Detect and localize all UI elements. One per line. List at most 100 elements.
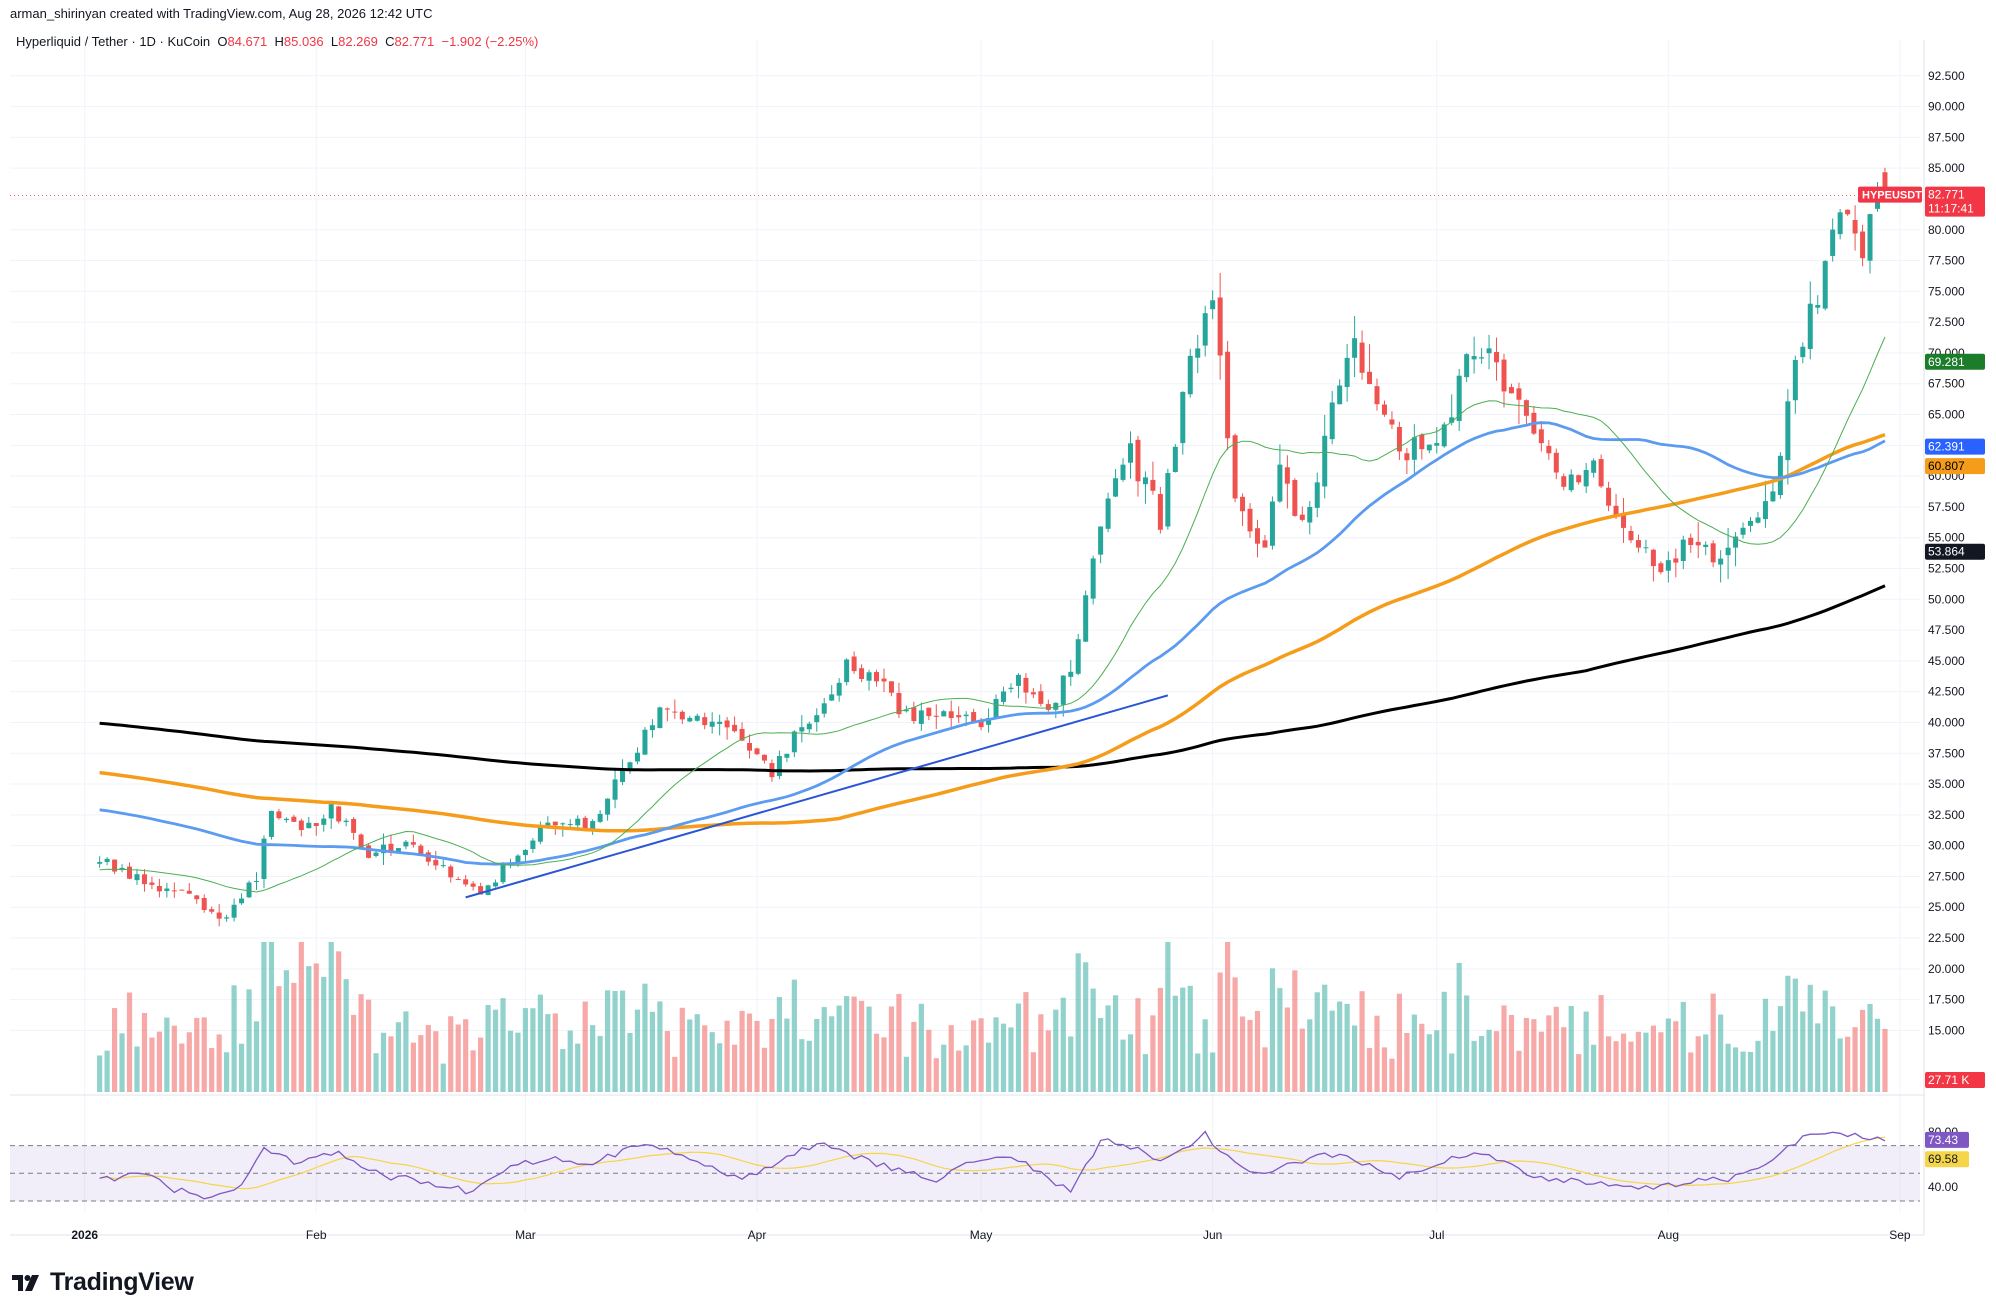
candle-body	[1583, 469, 1589, 487]
volume-bar	[313, 963, 319, 1092]
candle-body	[1710, 543, 1716, 563]
volume-bar	[963, 1045, 969, 1092]
volume-bar	[1830, 1006, 1836, 1092]
volume-bar	[134, 1046, 140, 1092]
volume-bar	[1591, 1044, 1597, 1092]
volume-bar	[1755, 1040, 1761, 1092]
volume-bar	[1426, 1034, 1432, 1092]
candle-body	[1546, 445, 1552, 454]
volume-bar	[1322, 984, 1328, 1092]
volume-bar	[1210, 1052, 1216, 1092]
candle-body	[545, 822, 551, 827]
candle-body	[216, 912, 222, 919]
candle-body	[859, 668, 865, 679]
candle-body	[634, 752, 640, 762]
symbol-tag: HYPEUSDT	[1862, 190, 1922, 202]
candle-body	[1359, 342, 1365, 373]
candle-body	[761, 754, 767, 761]
price-tick-label: 27.500	[1928, 869, 1965, 883]
candle-body	[366, 845, 372, 858]
volume-tag-bg	[1925, 1072, 1985, 1088]
volume-bar	[1239, 1016, 1246, 1092]
candle-body	[1673, 558, 1679, 563]
volume-bar	[1650, 1025, 1656, 1092]
candle-body	[1762, 501, 1768, 520]
candle-body	[470, 883, 476, 887]
candle-body	[1157, 494, 1163, 530]
candle-body	[560, 823, 566, 825]
candle-body	[1015, 674, 1021, 686]
candle-body	[1486, 348, 1492, 354]
symbol-name[interactable]: Hyperliquid / Tether · 1D · KuCoin	[16, 34, 211, 49]
volume-bar	[836, 1005, 842, 1092]
volume-bar	[186, 1032, 192, 1092]
volume-bar	[358, 994, 364, 1092]
volume-bar	[365, 999, 372, 1092]
candle-body	[948, 711, 954, 719]
tradingview-logo: TradingView	[12, 1268, 194, 1297]
candle-body	[1815, 305, 1821, 308]
volume-bar	[1008, 1027, 1014, 1092]
candle-body	[888, 681, 894, 693]
candle-body	[1090, 558, 1096, 599]
volume-bar	[1710, 993, 1716, 1092]
candle-body	[1060, 675, 1066, 705]
candle-body	[986, 717, 992, 725]
volume-bar	[791, 979, 797, 1092]
price-tick-label: 92.500	[1928, 69, 1965, 83]
candle-body	[1217, 297, 1223, 356]
candle-body	[1494, 352, 1500, 363]
candle-body	[381, 844, 386, 854]
volume-bar	[1882, 1028, 1888, 1092]
price-tick-label: 50.000	[1928, 592, 1965, 606]
volume-bar	[1628, 1041, 1634, 1092]
volume-bar	[1501, 1005, 1507, 1092]
volume-bar	[1195, 1053, 1201, 1092]
volume-bar	[985, 1042, 992, 1092]
candle-body	[209, 909, 215, 912]
candle-body	[1180, 391, 1186, 444]
candle-body	[612, 779, 618, 800]
price-tick-label: 87.500	[1928, 130, 1965, 144]
volume-bar	[485, 1005, 491, 1092]
volume-bar	[612, 991, 618, 1092]
candle-body	[567, 824, 573, 826]
candle-body	[156, 885, 162, 892]
volume-bar	[1083, 962, 1089, 1092]
ma-20-tag: 69.281	[1928, 355, 1965, 369]
candle-body	[821, 703, 827, 714]
volume-bar	[649, 1011, 656, 1092]
volume-bar	[881, 1037, 887, 1092]
volume-bar	[956, 1050, 962, 1092]
candle-body	[791, 731, 797, 753]
volume-bar	[1015, 1003, 1022, 1092]
candle-body	[1643, 547, 1649, 549]
candle-body	[478, 886, 484, 895]
volume-bar	[1053, 1009, 1059, 1092]
candle-body	[911, 707, 917, 722]
volume-bar	[328, 942, 334, 1092]
volume-bar	[1531, 1019, 1537, 1092]
rsi-ma-tag-bg	[1925, 1151, 1969, 1168]
candle-body	[149, 882, 155, 885]
candle-body	[1381, 404, 1387, 415]
candle-body	[97, 862, 103, 864]
open-value: 84.671	[227, 34, 268, 49]
volume-bar	[1874, 1018, 1881, 1092]
volume-bar	[104, 1050, 110, 1092]
candle-body	[1867, 214, 1873, 261]
candle-body	[448, 866, 454, 878]
rsi-tag: 73.43	[1928, 1133, 1958, 1147]
volume-bar	[1680, 1001, 1686, 1092]
candle-body	[597, 813, 603, 822]
volume-bar	[515, 1032, 521, 1092]
candle-body	[268, 810, 274, 837]
candle-body	[276, 811, 282, 819]
volume-bar	[851, 996, 857, 1092]
candle-body	[1202, 313, 1208, 346]
candle-body	[1262, 540, 1268, 548]
candle-body	[1172, 446, 1178, 473]
candle-body	[1777, 455, 1783, 496]
volume-bar	[1389, 1058, 1395, 1092]
